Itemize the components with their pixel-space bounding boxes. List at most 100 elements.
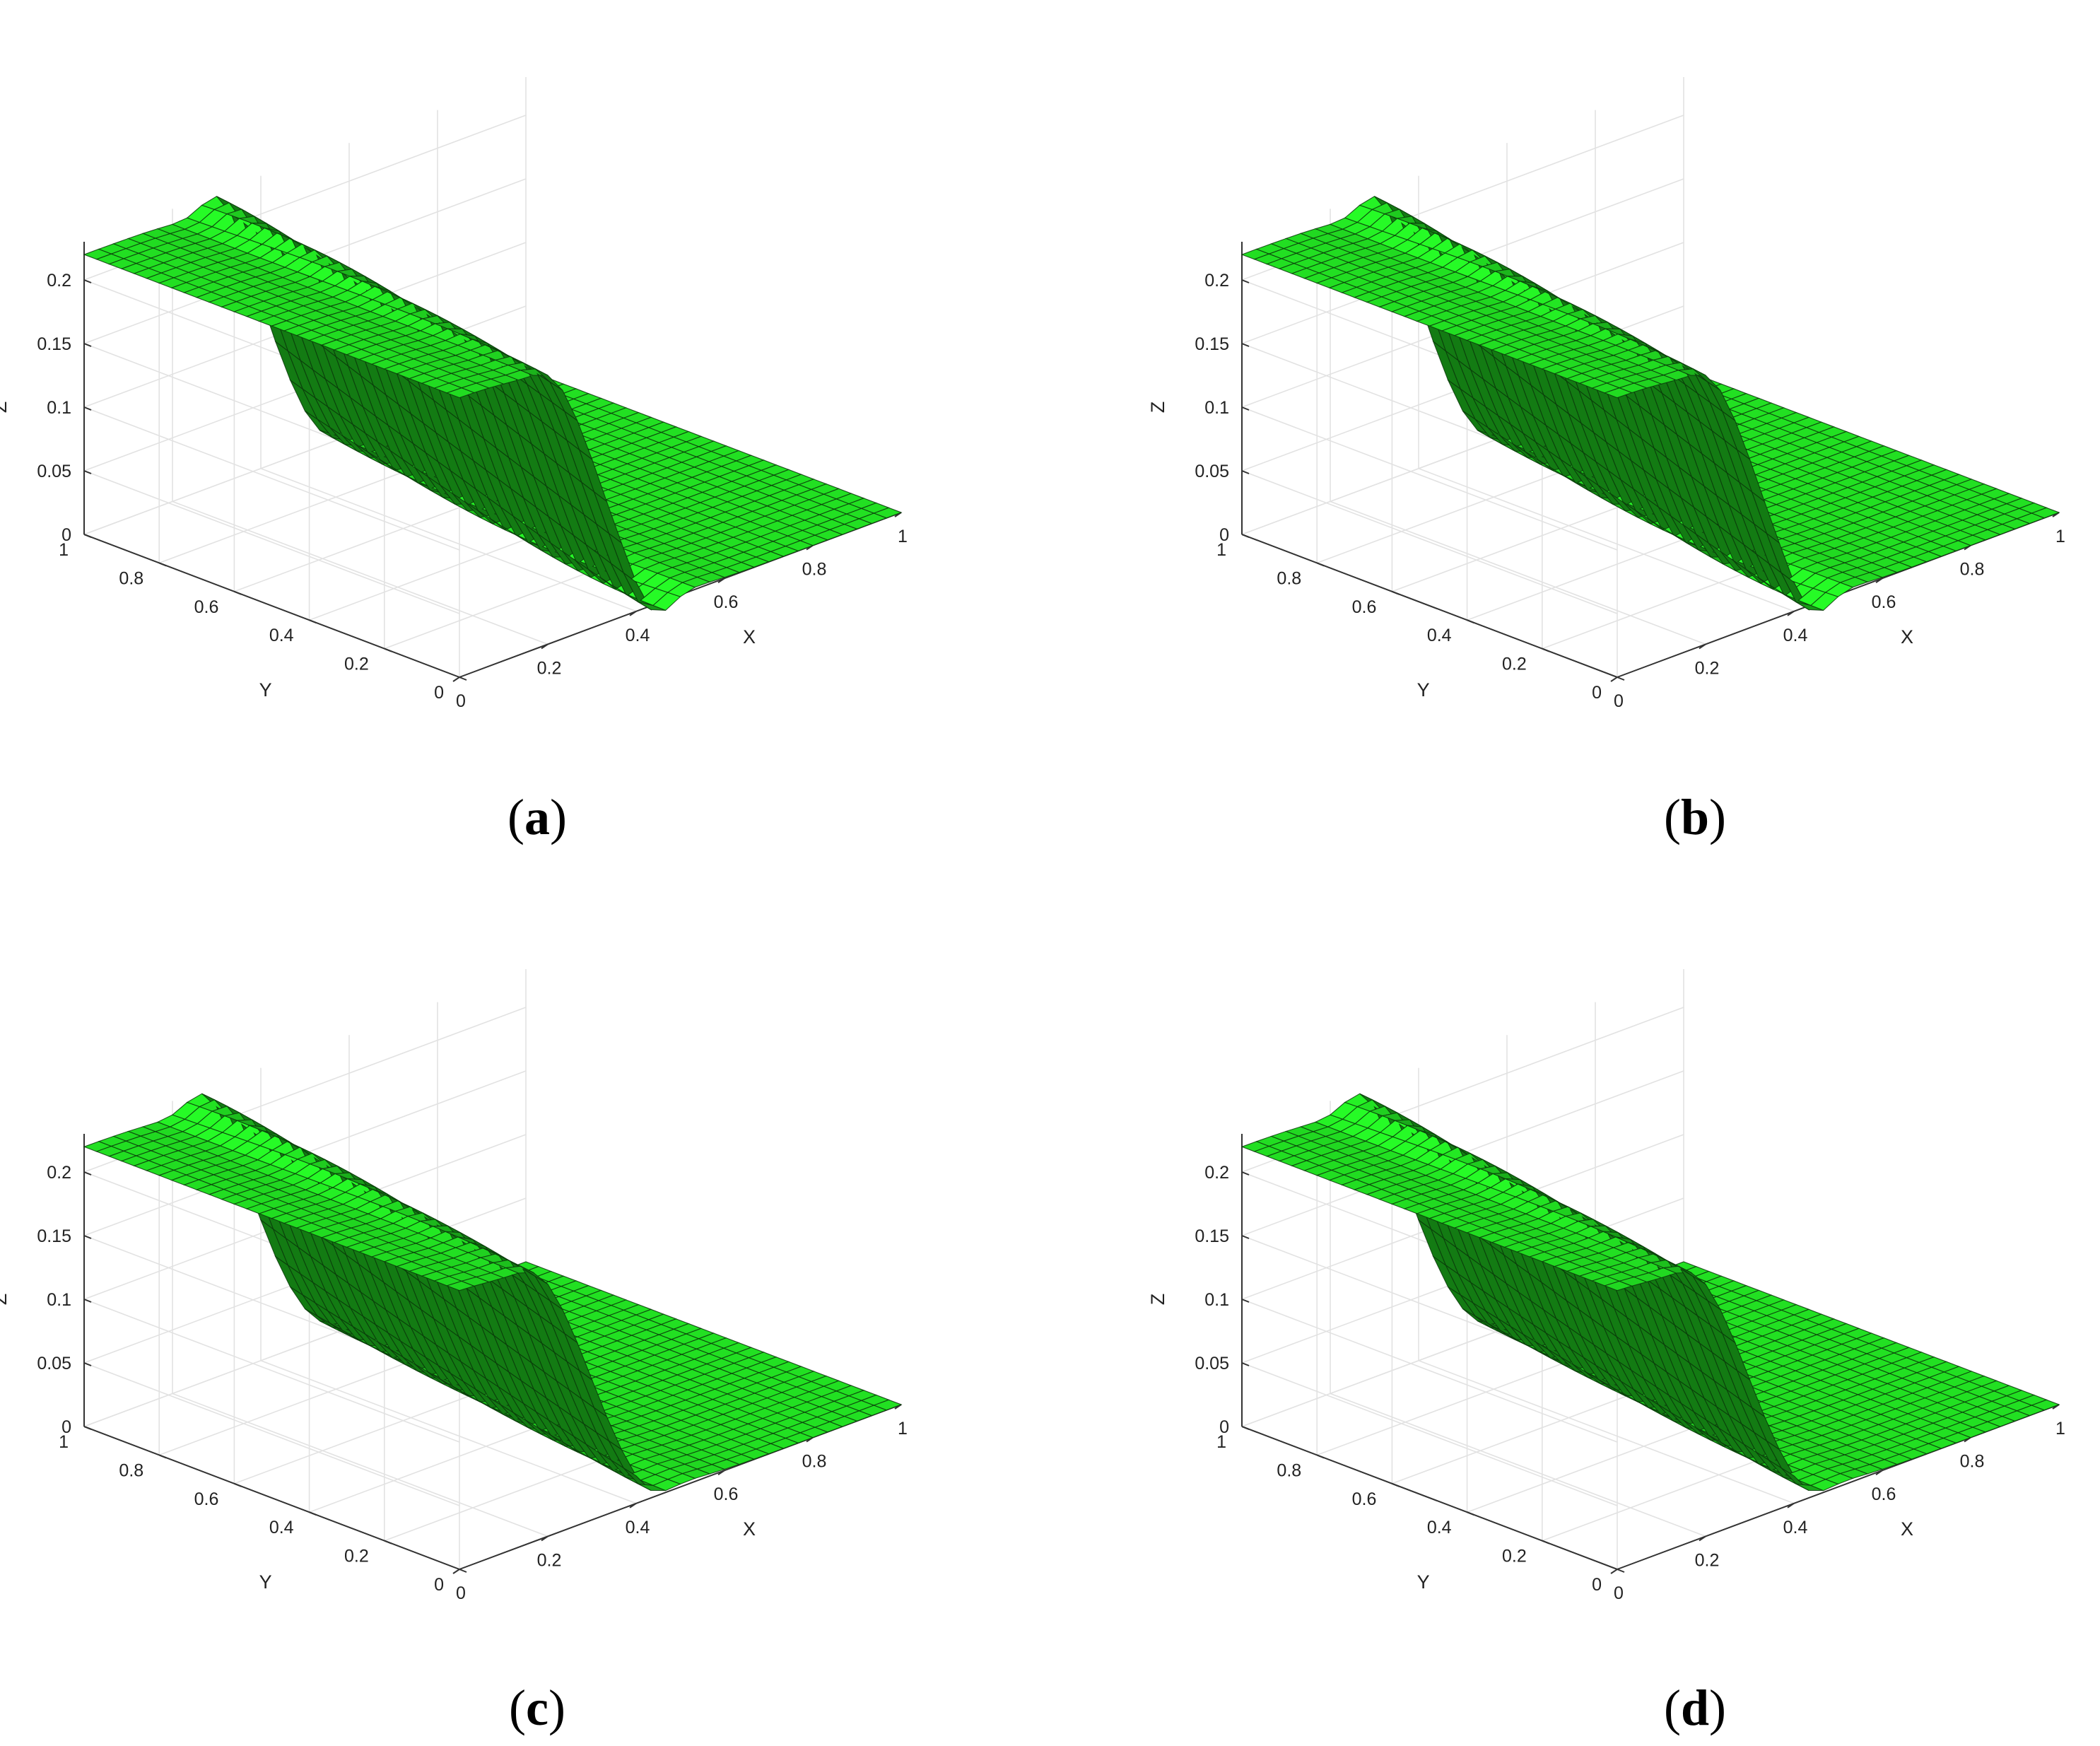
y-tick-label: 0.8 xyxy=(119,1460,143,1480)
y-tick-label: 1 xyxy=(59,540,69,560)
x-tick-label: 1 xyxy=(2055,527,2065,546)
x-tick-mark xyxy=(1875,578,1883,584)
y-tick-mark xyxy=(459,676,467,681)
x-tick-label: 0 xyxy=(456,1583,466,1603)
z-tick-label: 0.1 xyxy=(1204,398,1229,418)
y-tick-label: 0.8 xyxy=(1277,568,1301,588)
y-tick-mark xyxy=(1617,1569,1625,1573)
y-axis-label: Y xyxy=(1417,1571,1430,1593)
surface-patch xyxy=(2030,507,2060,519)
z-tick-label: 0 xyxy=(61,525,71,545)
y-axis-line xyxy=(83,534,460,678)
y-tick-label: 0.2 xyxy=(344,655,369,674)
x-tick-label: 1 xyxy=(898,1419,908,1439)
z-tick-label: 0.2 xyxy=(47,271,71,291)
x-tick-mark xyxy=(541,1535,549,1542)
z-tick-mark xyxy=(83,343,92,347)
x-tick-label: 0.8 xyxy=(1960,1452,1985,1472)
x-tick-label: 0.2 xyxy=(537,658,562,678)
grid-floor-x xyxy=(172,1393,549,1537)
y-tick-label: 0.6 xyxy=(194,1489,219,1509)
y-tick-mark xyxy=(234,590,242,595)
tick-labels: 00.20.40.60.8100.20.40.60.8100.050.10.15… xyxy=(0,271,908,711)
panel-a: 00.20.40.60.8100.20.40.60.8100.050.10.15… xyxy=(0,77,908,711)
y-tick-mark xyxy=(1392,1482,1400,1487)
x-axis-label: X xyxy=(1901,1518,1913,1540)
grid-floor-x xyxy=(172,500,549,645)
z-tick-mark xyxy=(83,406,92,411)
grid-floor-x xyxy=(1330,1393,1706,1537)
z-tick-mark xyxy=(1241,406,1250,411)
grid-wall-z-left xyxy=(83,1299,460,1443)
x-tick-mark xyxy=(629,610,637,616)
z-tick-label: 0.2 xyxy=(47,1163,71,1183)
tick-labels: 00.20.40.60.8100.20.40.60.8100.050.10.15… xyxy=(1147,271,2065,711)
y-tick-mark xyxy=(1617,676,1625,681)
panel-c: 00.20.40.60.8100.20.40.60.8100.050.10.15… xyxy=(0,969,908,1603)
surface xyxy=(83,1093,903,1492)
x-tick-mark xyxy=(541,643,549,650)
x-tick-label: 0.4 xyxy=(626,1518,650,1537)
y-tick-mark xyxy=(1542,648,1550,652)
y-tick-mark xyxy=(309,1511,317,1516)
x-tick-label: 0.6 xyxy=(714,1484,739,1504)
y-tick-label: 0.4 xyxy=(1427,1518,1452,1537)
z-axis-label: Z xyxy=(1147,402,1168,414)
x-tick-mark xyxy=(1610,1569,1618,1574)
x-axis-label: X xyxy=(1901,626,1913,648)
y-axis-line xyxy=(1241,1426,1618,1570)
x-tick-label: 0 xyxy=(456,691,466,711)
z-tick-label: 0.1 xyxy=(1204,1290,1229,1310)
z-tick-mark xyxy=(83,534,92,538)
x-tick-label: 0.6 xyxy=(1872,592,1896,612)
grid-wall-z-left xyxy=(83,470,460,614)
z-tick-mark xyxy=(1241,1299,1250,1303)
grid-wall-z-left xyxy=(1241,406,1618,551)
caption-d: (d) xyxy=(1664,1680,1726,1736)
z-tick-label: 0 xyxy=(1219,525,1229,545)
y-axis-label: Y xyxy=(259,679,272,701)
y-tick-mark xyxy=(1316,562,1325,567)
z-tick-label: 0.15 xyxy=(1195,1226,1229,1246)
y-tick-label: 0.4 xyxy=(269,626,294,645)
z-tick-mark xyxy=(83,1362,92,1366)
z-tick-label: 0.05 xyxy=(1195,1354,1229,1373)
y-tick-label: 0.6 xyxy=(194,597,219,617)
y-tick-mark xyxy=(1316,1454,1325,1459)
x-tick-label: 0.2 xyxy=(1695,658,1720,678)
z-tick-label: 0.15 xyxy=(1195,334,1229,354)
z-tick-label: 0.15 xyxy=(37,1226,71,1246)
z-tick-mark xyxy=(1241,279,1250,283)
grid-floor-x xyxy=(260,1360,637,1504)
y-tick-mark xyxy=(384,1540,392,1545)
y-tick-mark xyxy=(158,1454,167,1459)
y-tick-label: 1 xyxy=(59,1432,69,1452)
z-tick-mark xyxy=(1241,1426,1250,1430)
surface xyxy=(1240,196,2060,611)
y-tick-mark xyxy=(1392,590,1400,595)
panel-b: 00.20.40.60.8100.20.40.60.8100.050.10.15… xyxy=(1147,77,2065,711)
grid-wall-z-left xyxy=(1241,1362,1618,1506)
x-tick-label: 0.4 xyxy=(1783,1518,1808,1537)
y-tick-label: 0.6 xyxy=(1352,1489,1377,1509)
y-tick-mark xyxy=(1542,1540,1550,1545)
z-tick-mark xyxy=(1241,470,1250,474)
y-axis-line xyxy=(83,1426,460,1570)
x-tick-mark xyxy=(452,676,460,682)
x-tick-mark xyxy=(717,578,725,584)
z-tick-label: 0 xyxy=(1219,1417,1229,1437)
z-tick-mark xyxy=(1241,534,1250,538)
y-tick-mark xyxy=(1467,619,1474,624)
x-tick-label: 0.6 xyxy=(1872,1484,1896,1504)
y-tick-label: 0.4 xyxy=(1427,626,1452,645)
z-axis-label: Z xyxy=(0,1294,11,1306)
y-axis-line xyxy=(1241,534,1618,678)
y-tick-mark xyxy=(309,619,317,624)
grid-wall-z-left xyxy=(83,406,460,551)
y-tick-label: 0.8 xyxy=(119,568,143,588)
z-tick-label: 0.15 xyxy=(37,334,71,354)
z-tick-mark xyxy=(83,1299,92,1303)
x-axis-label: X xyxy=(743,626,756,648)
x-tick-mark xyxy=(1610,676,1618,682)
